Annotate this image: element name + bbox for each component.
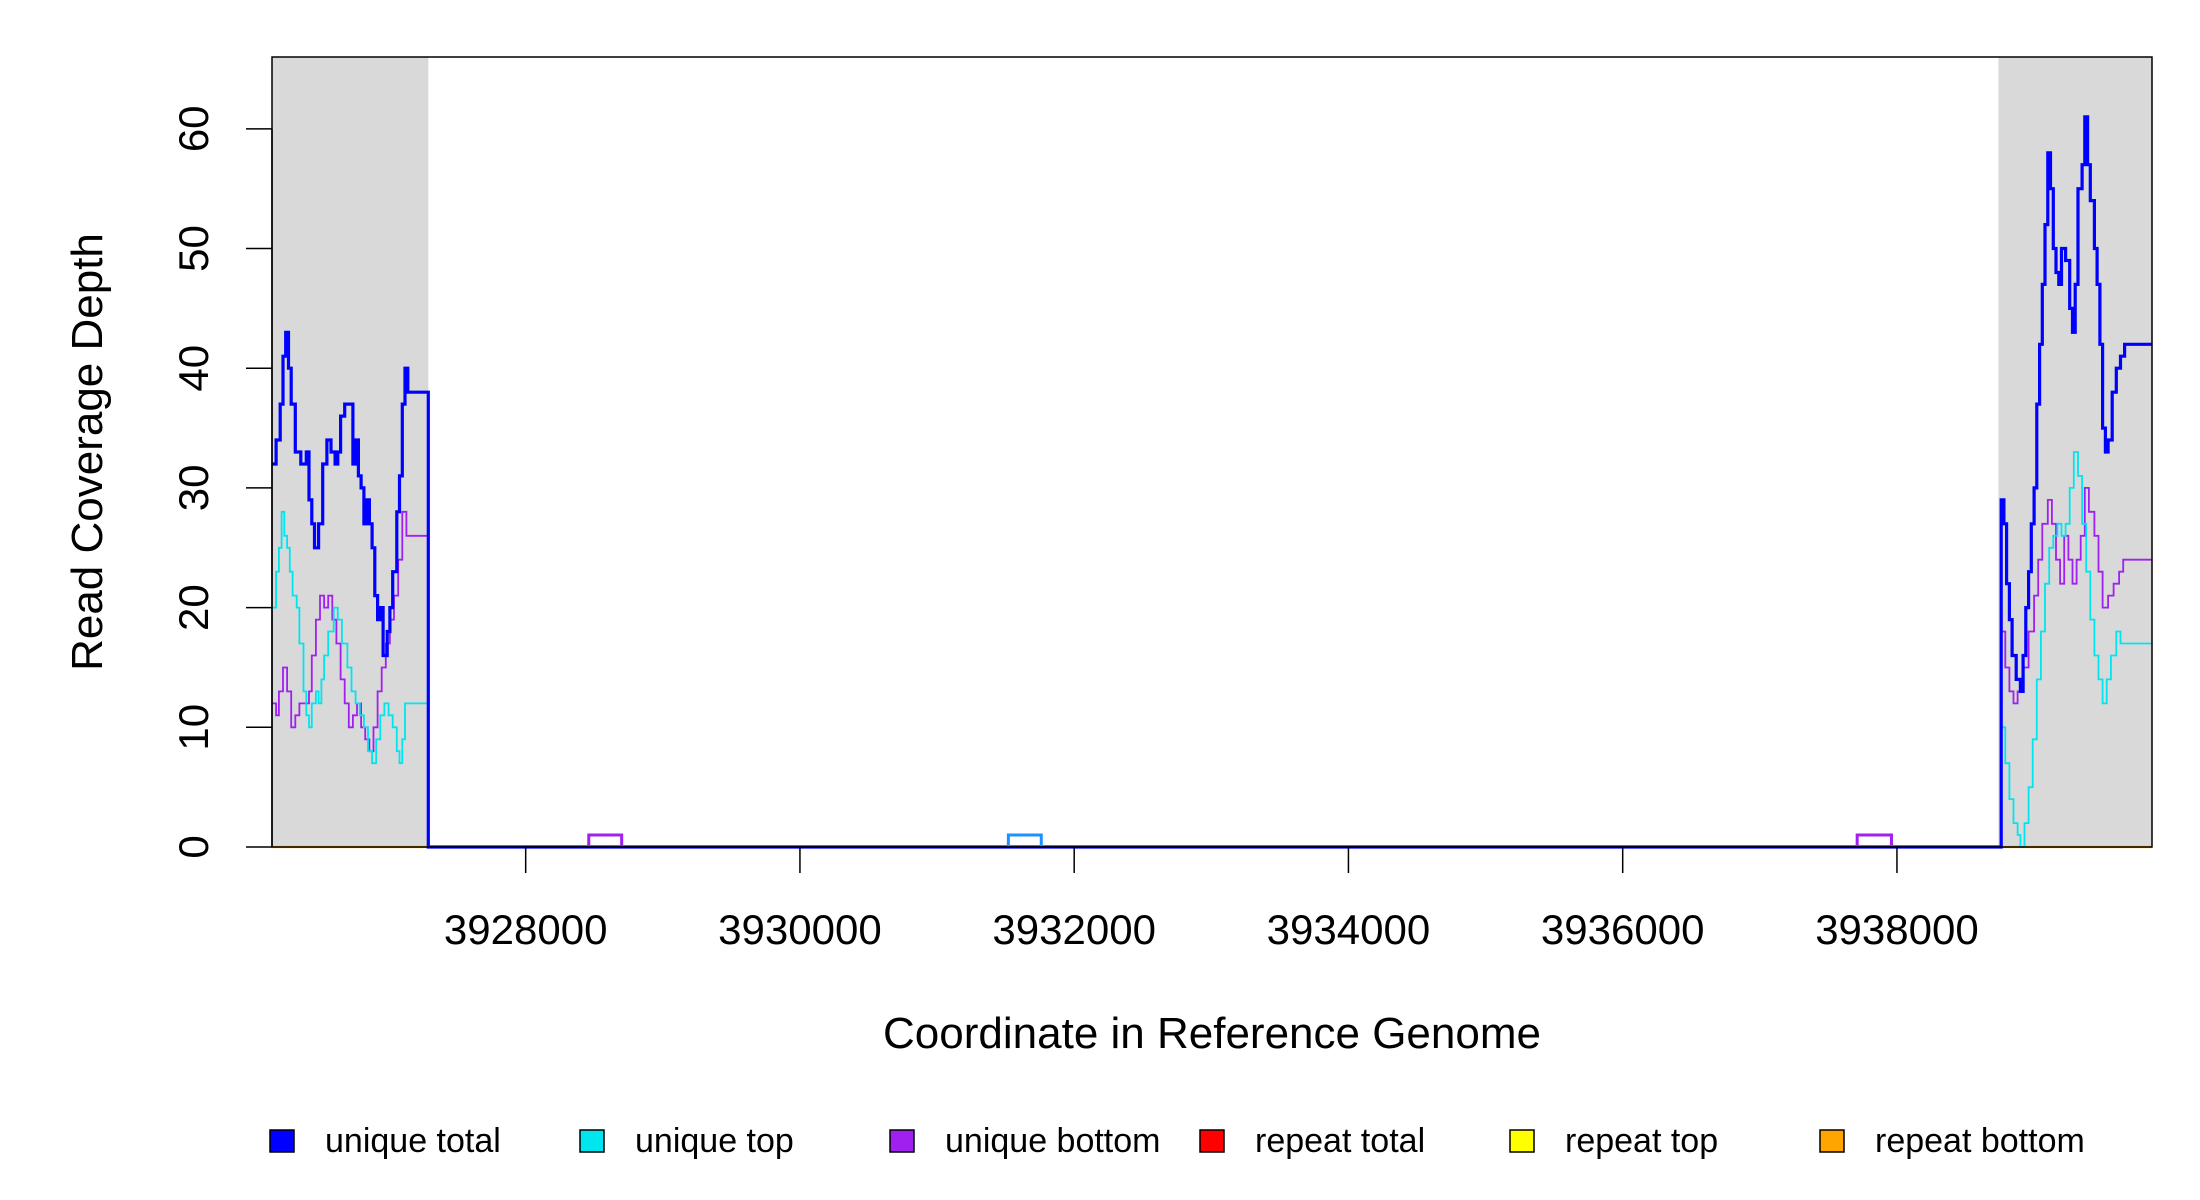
legend-label: repeat bottom (1875, 1122, 2085, 1160)
y-axis: 0 10 20 30 40 50 60 (170, 105, 273, 859)
plot-frame (271, 56, 2153, 848)
legend-swatch-unique-total (269, 1129, 295, 1153)
series-line-unique-top (272, 451, 2152, 848)
x-tick-label: 3932000 (992, 906, 1156, 953)
x-axis-label: Coordinate in Reference Genome (883, 1009, 1541, 1058)
series-line-unique-total (272, 115, 2152, 849)
x-tick-label: 3936000 (1541, 906, 1705, 953)
series-lines (272, 115, 2152, 849)
x-tick-label: 3928000 (444, 906, 608, 953)
x-tick-label: 3934000 (1267, 906, 1431, 953)
x-tick-label: 3930000 (718, 906, 882, 953)
legend-label: unique total (325, 1122, 501, 1160)
legend-swatch-unique-bottom (889, 1129, 915, 1153)
y-tick-label: 60 (170, 105, 217, 152)
legend-swatch-repeat-top (1509, 1129, 1535, 1153)
legend-swatch-unique-top (579, 1129, 605, 1153)
y-tick-label: 30 (170, 465, 217, 512)
x-tick-label: 3938000 (1815, 906, 1979, 953)
y-tick-label: 10 (170, 704, 217, 751)
coverage-bump (1006, 833, 1043, 847)
coverage-bump (1855, 833, 1893, 847)
y-tick-label: 50 (170, 225, 217, 272)
legend-label: repeat top (1565, 1122, 1718, 1160)
legend: unique total unique top unique bottom repea… (269, 1122, 2085, 1160)
shaded-regions (272, 57, 2152, 847)
y-tick-label: 0 (170, 835, 217, 858)
legend-swatch-repeat-bottom (1819, 1129, 1845, 1153)
series-line-unique-bottom (272, 487, 2152, 848)
legend-label: unique bottom (945, 1122, 1161, 1160)
x-axis: 3928000 3930000 3932000 3934000 3936000 39380… (444, 846, 1979, 953)
legend-label: unique top (635, 1122, 794, 1160)
legend-swatch-repeat-total (1199, 1129, 1225, 1153)
y-tick-label: 20 (170, 584, 217, 631)
coverage-bump (587, 833, 624, 847)
legend-label: repeat total (1255, 1122, 1425, 1160)
y-tick-label: 40 (170, 345, 217, 392)
y-axis-label: Read Coverage Depth (63, 233, 112, 671)
